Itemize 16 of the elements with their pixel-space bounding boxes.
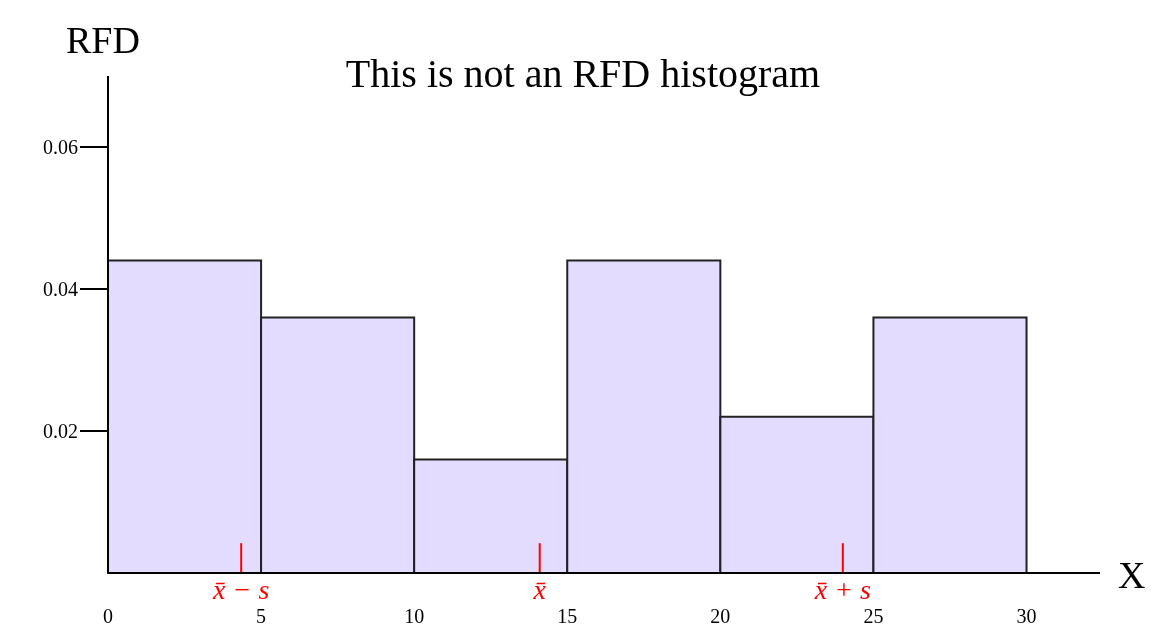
y-tick-label: 0.06: [43, 136, 78, 159]
x-tick-label: 10: [404, 605, 425, 628]
annotation: x̄: [532, 574, 547, 605]
x-tick-label: 30: [1016, 605, 1037, 628]
annotation: x̄ + s: [813, 574, 872, 605]
chart-title: This is not an RFD histogram: [345, 51, 821, 96]
y-tick-label: 0.04: [43, 278, 78, 301]
x-tick-label: 5: [256, 605, 267, 628]
y-tick-label: 0.02: [43, 420, 78, 443]
x-tick-label: 15: [557, 605, 578, 628]
x-tick-label: 0: [103, 605, 113, 628]
y-axis-title: RFD: [66, 18, 140, 62]
annotation: x̄ − s: [212, 574, 270, 605]
x-axis-title: X: [1118, 553, 1146, 597]
x-tick-label: 25: [863, 605, 884, 628]
x-tick-label: 20: [710, 605, 731, 628]
